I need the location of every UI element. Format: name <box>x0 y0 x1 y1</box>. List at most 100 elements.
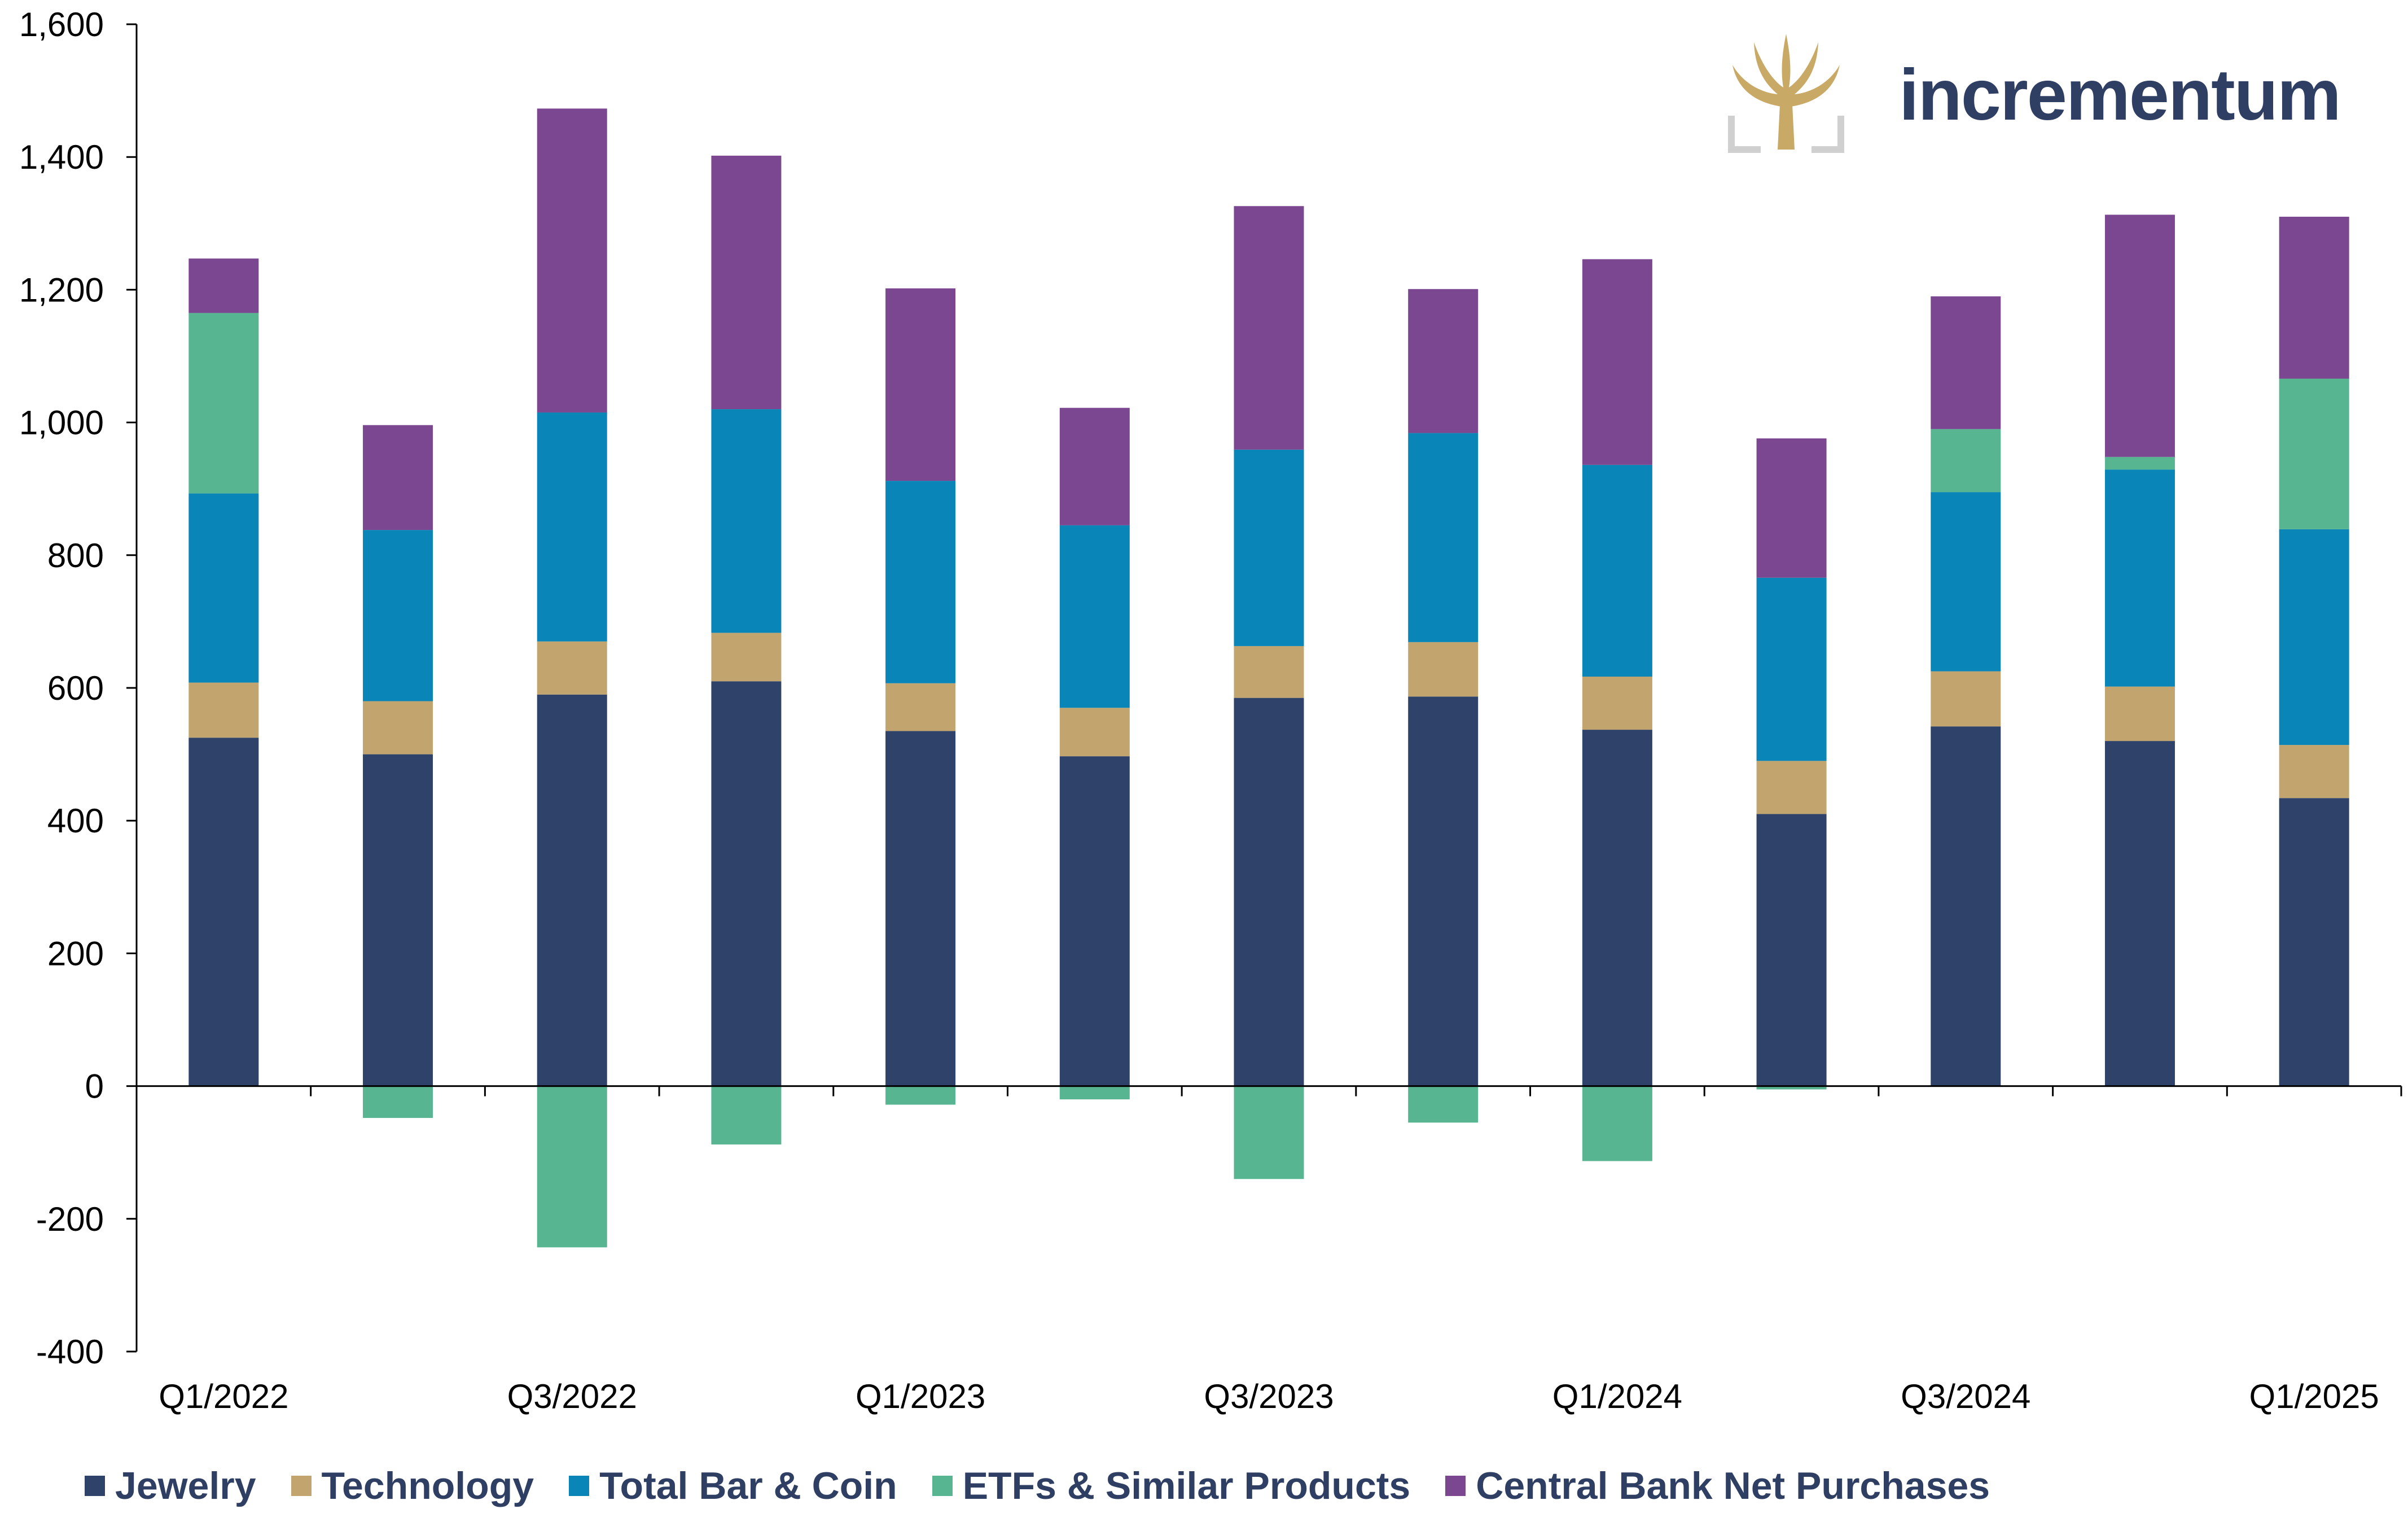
legend-item-central_bank: Central Bank Net Purchases <box>1445 1464 1990 1508</box>
bar-bar_coin-Q1-2023 <box>885 481 956 683</box>
bar-technology-Q1-2024 <box>1582 677 1652 730</box>
bar-bar_coin-Q3-2023 <box>1234 449 1304 646</box>
x-tick-label: Q3/2022 <box>507 1378 637 1415</box>
bar-technology-Q3-2022 <box>537 641 607 695</box>
legend-swatch <box>569 1476 590 1496</box>
legend-swatch <box>932 1476 953 1496</box>
x-tick-label: Q3/2024 <box>1901 1378 2030 1415</box>
bar-technology-Q1-2022 <box>188 682 259 738</box>
bar-bar_coin-Q4-2023 <box>1408 433 1479 642</box>
y-tick-label: -200 <box>36 1200 104 1238</box>
bar-technology-Q4-2022 <box>711 633 782 682</box>
bar-bar_coin-Q4-2024 <box>2104 470 2175 687</box>
y-tick-label: 200 <box>47 935 104 972</box>
bar-technology-Q2-2022 <box>363 701 433 754</box>
bar-etfs-Q1-2022 <box>188 313 259 494</box>
x-tick-label: Q1/2022 <box>159 1378 288 1415</box>
bar-etfs-Q3-2024 <box>1931 429 2001 493</box>
legend-label: Total Bar & Coin <box>599 1464 897 1507</box>
y-tick-label: 1,200 <box>19 271 104 309</box>
bar-bar_coin-Q2-2023 <box>1059 525 1130 708</box>
tree-logo-icon <box>1728 34 1844 153</box>
y-tick-label: 1,000 <box>19 404 104 442</box>
bar-technology-Q4-2023 <box>1408 642 1479 697</box>
bar-technology-Q3-2023 <box>1234 646 1304 698</box>
bar-jewelry-Q4-2022 <box>711 681 782 1086</box>
x-tick-labels: Q1/2022 Q3/2022 Q1/2023 Q3/2023 Q1/2024 Q3/20… <box>159 1378 2379 1415</box>
bar-technology-Q1-2023 <box>885 683 956 731</box>
bar-jewelry-Q4-2023 <box>1408 696 1479 1086</box>
legend-label: Technology <box>321 1464 534 1507</box>
legend-label: Jewelry <box>115 1464 256 1507</box>
bar-bar_coin-Q3-2022 <box>537 412 607 642</box>
bar-central_bank-Q4-2024 <box>2104 214 2175 457</box>
legend-item-etfs: ETFs & Similar Products <box>932 1464 1411 1508</box>
bar-central_bank-Q1-2024 <box>1582 259 1652 465</box>
x-tick-label: Q1/2023 <box>856 1378 985 1415</box>
legend-item-technology: Technology <box>291 1464 534 1508</box>
legend-label: Central Bank Net Purchases <box>1476 1464 1990 1507</box>
bar-etfs-Q1-2025 <box>2279 378 2349 529</box>
bar-jewelry-Q3-2024 <box>1931 726 2001 1086</box>
y-tick-label: 1,400 <box>19 138 104 176</box>
legend-label: ETFs & Similar Products <box>962 1464 1411 1507</box>
bar-bar_coin-Q1-2025 <box>2279 529 2349 745</box>
bar-central_bank-Q4-2023 <box>1408 289 1479 433</box>
bar-central_bank-Q4-2022 <box>711 155 782 410</box>
bar-central_bank-Q2-2024 <box>1756 438 1827 578</box>
bar-bar_coin-Q2-2024 <box>1756 577 1827 761</box>
bar-jewelry-Q1-2022 <box>188 738 259 1086</box>
bar-central_bank-Q1-2022 <box>188 258 259 313</box>
bar-etfs-Q1-2023 <box>885 1086 956 1105</box>
bar-technology-Q2-2023 <box>1059 708 1130 757</box>
bar-bar_coin-Q1-2024 <box>1582 464 1652 677</box>
bar-jewelry-Q1-2024 <box>1582 730 1652 1086</box>
bar-central_bank-Q2-2022 <box>363 425 433 530</box>
bar-technology-Q1-2025 <box>2279 745 2349 799</box>
bar-central_bank-Q2-2023 <box>1059 407 1130 525</box>
bar-etfs-Q4-2024 <box>2104 457 2175 470</box>
bar-etfs-Q1-2024 <box>1582 1086 1652 1161</box>
x-tick-label: Q3/2023 <box>1204 1378 1334 1415</box>
bar-bar_coin-Q1-2022 <box>188 493 259 683</box>
bar-etfs-Q4-2022 <box>711 1086 782 1145</box>
bar-etfs-Q2-2024 <box>1756 1086 1827 1090</box>
x-tick-label: Q1/2025 <box>2249 1378 2379 1415</box>
legend-swatch <box>1445 1476 1466 1496</box>
y-tick-label: 400 <box>47 802 104 840</box>
y-tick-label: 0 <box>85 1068 104 1106</box>
bar-technology-Q3-2024 <box>1931 671 2001 727</box>
y-tick-label: 800 <box>47 537 104 574</box>
bar-technology-Q4-2024 <box>2104 686 2175 742</box>
bar-etfs-Q3-2023 <box>1234 1086 1304 1179</box>
bar-etfs-Q2-2023 <box>1059 1086 1130 1100</box>
y-tick-label: 600 <box>47 669 104 707</box>
bar-central_bank-Q1-2025 <box>2279 217 2349 379</box>
legend-swatch <box>85 1476 105 1496</box>
bar-central_bank-Q1-2023 <box>885 288 956 481</box>
bar-central_bank-Q3-2024 <box>1931 296 2001 429</box>
y-tick-labels: 1,600 1,400 1,200 1,000 800 600 400 200 0 -200 -40… <box>19 6 104 1371</box>
legend-item-jewelry: Jewelry <box>85 1464 256 1508</box>
bar-technology-Q2-2024 <box>1756 761 1827 814</box>
bar-jewelry-Q3-2023 <box>1234 697 1304 1086</box>
bar-central_bank-Q3-2023 <box>1234 206 1304 450</box>
bar-jewelry-Q4-2024 <box>2104 741 2175 1086</box>
bar-etfs-Q4-2023 <box>1408 1086 1479 1123</box>
bar-bar_coin-Q4-2022 <box>711 409 782 633</box>
bars-layer <box>188 108 2349 1248</box>
bar-central_bank-Q3-2022 <box>537 108 607 413</box>
bar-jewelry-Q1-2023 <box>885 731 956 1086</box>
bar-jewelry-Q2-2023 <box>1059 756 1130 1086</box>
brand-name: incrementum <box>1899 55 2341 135</box>
bar-bar_coin-Q3-2024 <box>1931 492 2001 672</box>
legend-swatch <box>291 1476 312 1496</box>
legend-item-bar_coin: Total Bar & Coin <box>569 1464 897 1508</box>
bar-etfs-Q3-2022 <box>537 1086 607 1248</box>
axes-layer <box>126 23 2402 1353</box>
y-tick-label: -400 <box>36 1333 104 1371</box>
incrementum-logo: incrementum <box>1721 31 2370 155</box>
bar-jewelry-Q2-2024 <box>1756 814 1827 1086</box>
y-tick-label: 1,600 <box>19 6 104 43</box>
